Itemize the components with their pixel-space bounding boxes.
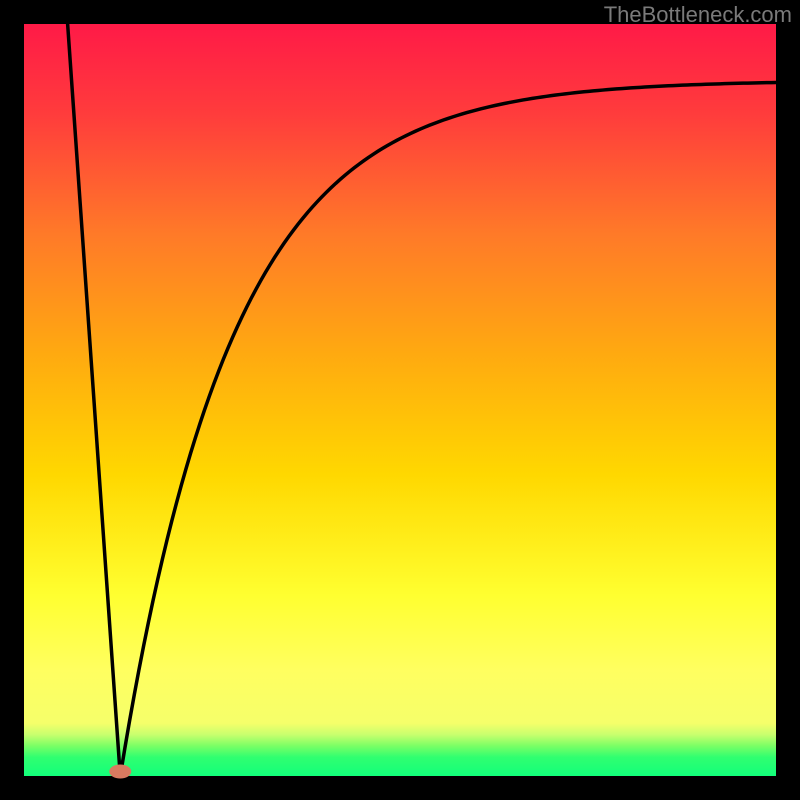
watermark-text: TheBottleneck.com [604, 2, 792, 28]
bottleneck-chart [0, 0, 800, 800]
cusp-marker [109, 764, 131, 778]
chart-container: TheBottleneck.com [0, 0, 800, 800]
